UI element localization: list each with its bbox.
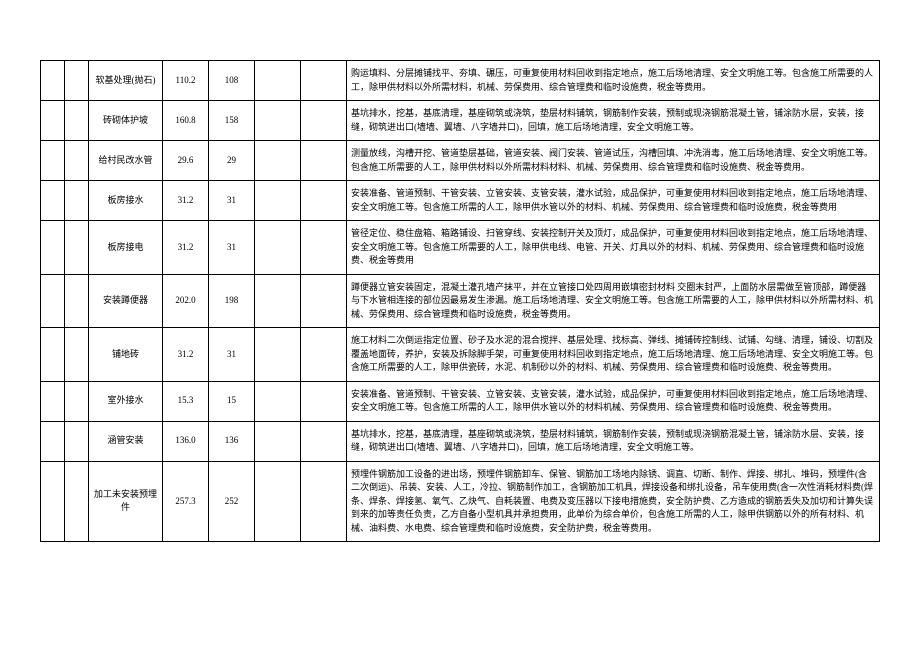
cell-name: 给村民改水管 xyxy=(89,141,163,181)
cell-name: 涵管安装 xyxy=(89,421,163,461)
cell-blank xyxy=(301,421,347,461)
cell-blank xyxy=(65,274,89,328)
cell-blank xyxy=(255,421,301,461)
cell-blank xyxy=(41,421,65,461)
cell-blank xyxy=(65,181,89,221)
cell-blank xyxy=(255,141,301,181)
cell-blank xyxy=(41,181,65,221)
cell-name: 板房接水 xyxy=(89,181,163,221)
cell-description: 购运填料、分层摊铺找平、夯填、碾压，可重复使用材料回收到指定地点，施工后场地清理… xyxy=(347,61,880,101)
cell-description: 蹲便器立管安装固定，混凝土灌孔墙产抹平，并在立管接口处四周用嵌填密封材料 交圈末… xyxy=(347,274,880,328)
cell-blank xyxy=(65,421,89,461)
cell-name: 安装蹲便器 xyxy=(89,274,163,328)
cell-blank xyxy=(255,381,301,421)
cell-value2: 198 xyxy=(209,274,255,328)
cell-blank xyxy=(41,141,65,181)
cell-blank xyxy=(301,381,347,421)
cell-value1: 31.2 xyxy=(163,181,209,221)
cell-value1: 136.0 xyxy=(163,421,209,461)
cell-value2: 29 xyxy=(209,141,255,181)
cell-blank xyxy=(65,61,89,101)
cell-blank xyxy=(255,61,301,101)
cell-blank xyxy=(255,328,301,382)
cell-blank xyxy=(301,461,347,542)
cell-description: 安装准备、管道预制、干管安装、立管安装、支管安装，灌水试验，成品保护，可重复使用… xyxy=(347,181,880,221)
cell-blank xyxy=(301,101,347,141)
table-row: 涵管安装136.0136 基坑排水，挖基，基底清理，基座砌筑或浇筑，垫层材料铺筑，… xyxy=(41,421,880,461)
table-row: 安装蹲便器202.0198 蹲便器立管安装固定，混凝土灌孔墙产抹平，并在立管接口处… xyxy=(41,274,880,328)
table-row: 室外接水15.315 安装准备、管道预制、干管安装、立管安装、支管安装，灌水试验，… xyxy=(41,381,880,421)
cell-value1: 15.3 xyxy=(163,381,209,421)
cell-description: 预埋件钢筋加工设备的进出场，预埋件钢筋卸车、保管、钢筋加工场地内除锈、调直、切断… xyxy=(347,461,880,542)
cell-name: 软基处理(抛石) xyxy=(89,61,163,101)
cell-blank xyxy=(65,221,89,275)
cell-value2: 31 xyxy=(209,221,255,275)
cell-value2: 108 xyxy=(209,61,255,101)
cell-description: 安装准备、管道预制、干管安装、立管安装、支管安装，灌水试验，成品保护，可重复使用… xyxy=(347,381,880,421)
cell-value1: 29.6 xyxy=(163,141,209,181)
table-row: 给村民改水管29.629 测量放线，沟槽开挖、管道垫层基础，管道安装、阀门安装、管… xyxy=(41,141,880,181)
cell-description: 基坑排水，挖基，基底清理，基座砌筑或浇筑，垫层材料铺筑，钢筋制作安装，预制或现浇… xyxy=(347,101,880,141)
cell-blank xyxy=(41,381,65,421)
cell-value1: 160.8 xyxy=(163,101,209,141)
cell-blank xyxy=(255,181,301,221)
cell-value1: 31.2 xyxy=(163,221,209,275)
cell-value1: 110.2 xyxy=(163,61,209,101)
cell-description: 施工材料二次倒运指定位置、砂子及水泥的混合搅拌、基层处理、找标高、弹线、摊铺砖控… xyxy=(347,328,880,382)
cell-blank xyxy=(65,101,89,141)
cell-blank xyxy=(301,181,347,221)
table-row: 软基处理(抛石)110.2108 购运填料、分层摊铺找平、夯填、碾压，可重复使用材… xyxy=(41,61,880,101)
cell-blank xyxy=(255,461,301,542)
cell-blank xyxy=(41,461,65,542)
cell-blank xyxy=(65,141,89,181)
table-row: 铺地砖31.231 施工材料二次倒运指定位置、砂子及水泥的混合搅拌、基层处理、找标… xyxy=(41,328,880,382)
cell-value2: 31 xyxy=(209,181,255,221)
cell-name: 板房接电 xyxy=(89,221,163,275)
spec-table: 软基处理(抛石)110.2108 购运填料、分层摊铺找平、夯填、碾压，可重复使用材… xyxy=(40,60,880,542)
table-row: 砖砌体护坡160.8158 基坑排水，挖基，基底清理，基座砌筑或浇筑，垫层材料铺筑… xyxy=(41,101,880,141)
cell-blank xyxy=(301,221,347,275)
cell-value1: 31.2 xyxy=(163,328,209,382)
cell-blank xyxy=(41,221,65,275)
cell-blank xyxy=(255,101,301,141)
cell-blank xyxy=(255,274,301,328)
cell-blank xyxy=(41,101,65,141)
cell-value1: 202.0 xyxy=(163,274,209,328)
cell-blank xyxy=(65,381,89,421)
table-row: 板房接电31.231 管径定位、稳住盘箱、箱路铺设、扫管穿线、安装控制开关及顶灯，… xyxy=(41,221,880,275)
cell-blank xyxy=(301,141,347,181)
cell-value2: 31 xyxy=(209,328,255,382)
cell-name: 铺地砖 xyxy=(89,328,163,382)
cell-blank xyxy=(65,328,89,382)
cell-description: 基坑排水，挖基，基底清理，基座砌筑或浇筑，垫层材料铺筑，钢筋制作安装，预制或现浇… xyxy=(347,421,880,461)
cell-value2: 252 xyxy=(209,461,255,542)
cell-blank xyxy=(301,274,347,328)
cell-description: 测量放线，沟槽开挖、管道垫层基础，管道安装、阀门安装、管道试压，沟槽回填、冲洗消… xyxy=(347,141,880,181)
cell-name: 加工未安装预埋件 xyxy=(89,461,163,542)
cell-blank xyxy=(65,461,89,542)
cell-name: 砖砌体护坡 xyxy=(89,101,163,141)
cell-value1: 257.3 xyxy=(163,461,209,542)
table-row: 板房接水31.231 安装准备、管道预制、干管安装、立管安装、支管安装，灌水试验，… xyxy=(41,181,880,221)
table-row: 加工未安装预埋件257.3252 预埋件钢筋加工设备的进出场，预埋件钢筋卸车、保管… xyxy=(41,461,880,542)
cell-description: 管径定位、稳住盘箱、箱路铺设、扫管穿线、安装控制开关及顶灯，成品保护，可重复使用… xyxy=(347,221,880,275)
cell-blank xyxy=(301,328,347,382)
cell-blank xyxy=(41,328,65,382)
cell-blank xyxy=(255,221,301,275)
cell-value2: 158 xyxy=(209,101,255,141)
cell-blank xyxy=(41,61,65,101)
cell-value2: 136 xyxy=(209,421,255,461)
cell-name: 室外接水 xyxy=(89,381,163,421)
cell-value2: 15 xyxy=(209,381,255,421)
cell-blank xyxy=(41,274,65,328)
cell-blank xyxy=(301,61,347,101)
